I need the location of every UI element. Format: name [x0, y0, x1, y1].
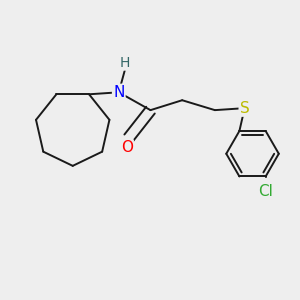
Text: Cl: Cl: [258, 184, 273, 199]
Text: H: H: [119, 56, 130, 70]
Text: O: O: [121, 140, 133, 155]
Text: S: S: [240, 101, 250, 116]
Text: N: N: [113, 85, 124, 100]
